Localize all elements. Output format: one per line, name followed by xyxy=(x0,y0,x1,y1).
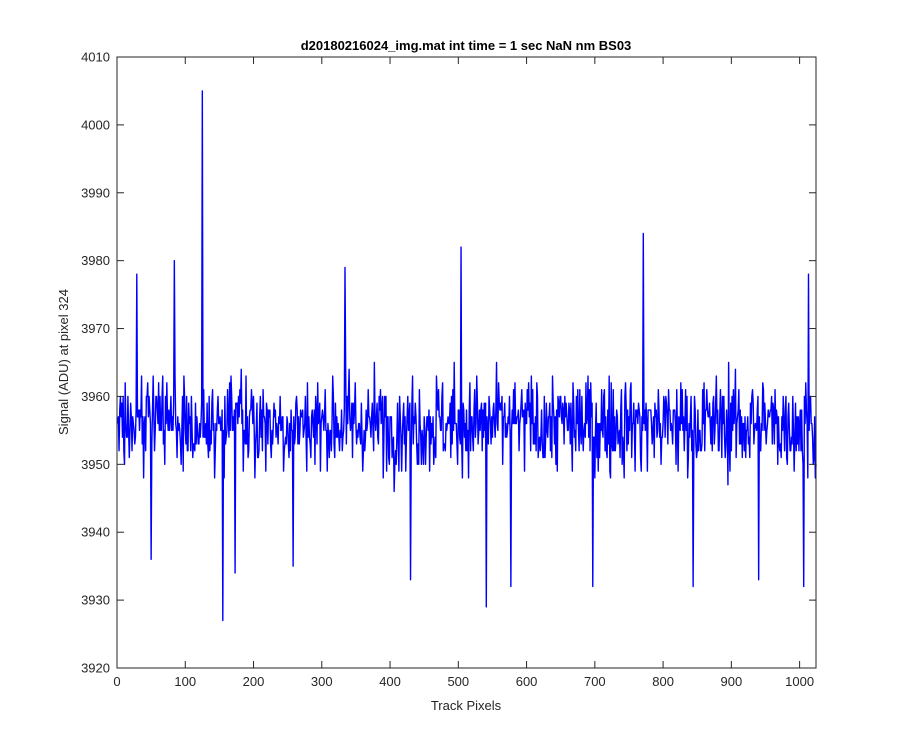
y-axis-label: Signal (ADU) at pixel 324 xyxy=(56,289,71,435)
series-line xyxy=(116,90,817,622)
x-tick-label: 700 xyxy=(584,674,606,689)
x-tick-label: 300 xyxy=(311,674,333,689)
y-tick-label: 3930 xyxy=(81,593,110,608)
x-tick-label: 900 xyxy=(721,674,743,689)
x-tick-label: 0 xyxy=(113,674,120,689)
y-tick-label: 3970 xyxy=(81,321,110,336)
y-tick-label: 4010 xyxy=(81,50,110,65)
x-tick-label: 600 xyxy=(516,674,538,689)
y-tick-label: 3950 xyxy=(81,457,110,472)
y-tick-label: 3920 xyxy=(81,661,110,676)
y-tick-label: 3940 xyxy=(81,525,110,540)
series-layer xyxy=(116,90,817,622)
x-tick-label: 400 xyxy=(379,674,401,689)
x-tick-label: 500 xyxy=(447,674,469,689)
x-axis-label: Track Pixels xyxy=(431,698,502,713)
x-tick-label: 1000 xyxy=(785,674,814,689)
x-tick-label: 200 xyxy=(243,674,265,689)
plot-area xyxy=(117,57,816,668)
chart-title: d20180216024_img.mat int time = 1 sec Na… xyxy=(301,38,632,53)
y-tick-label: 4000 xyxy=(81,117,110,132)
axes-box xyxy=(116,56,817,669)
y-tick-label: 3990 xyxy=(81,185,110,200)
x-tick-label: 800 xyxy=(652,674,674,689)
y-tick-label: 3980 xyxy=(81,253,110,268)
x-axis: 0 100 200 300 400 500 600 700 800 900 1000 xyxy=(113,57,814,689)
y-axis: 3920 3930 3940 3950 3960 3970 3980 3990 4000 4010 xyxy=(81,50,816,676)
y-tick-label: 3960 xyxy=(81,389,110,404)
x-tick-label: 100 xyxy=(174,674,196,689)
